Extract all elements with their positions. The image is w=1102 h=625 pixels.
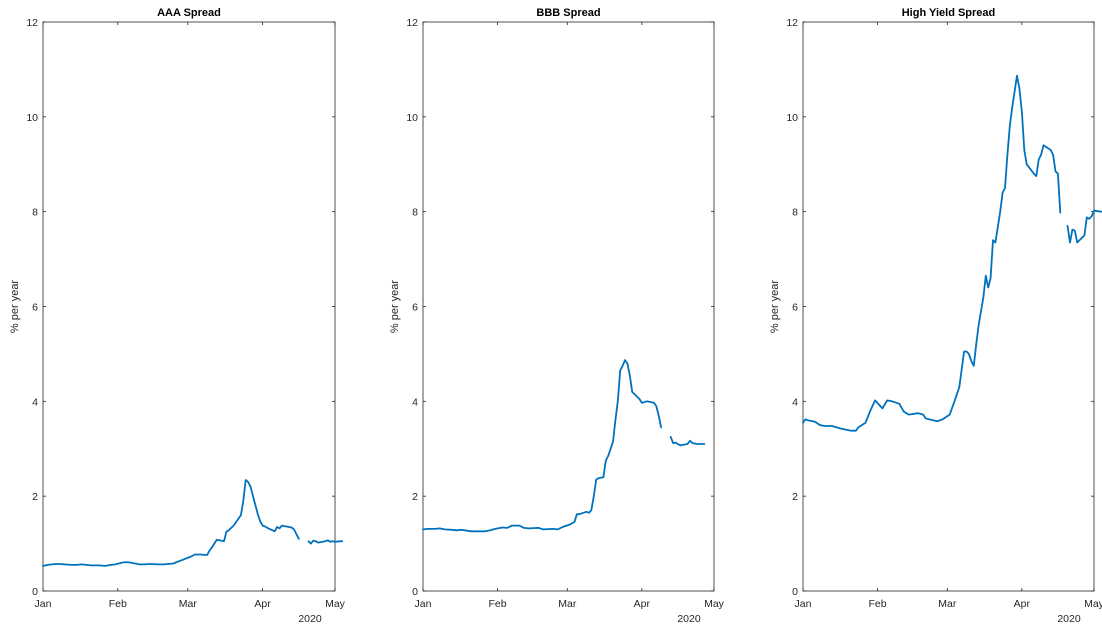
x-tick-label: Mar bbox=[938, 598, 957, 610]
y-tick-label: 4 bbox=[32, 396, 38, 408]
y-tick-label: 10 bbox=[786, 112, 798, 124]
y-axis-label: % per year bbox=[9, 280, 21, 334]
y-axis-label: % per year bbox=[389, 280, 401, 334]
y-tick-label: 4 bbox=[412, 396, 418, 408]
y-tick-label: 2 bbox=[412, 491, 418, 503]
y-tick-label: 8 bbox=[792, 207, 798, 219]
y-tick-label: 12 bbox=[26, 17, 38, 29]
x-tick-label: Apr bbox=[1014, 598, 1031, 610]
x-year-label: 2020 bbox=[298, 613, 322, 625]
series-line-segment-2 bbox=[307, 539, 344, 545]
y-tick-label: 12 bbox=[406, 17, 418, 29]
y-tick-label: 2 bbox=[32, 491, 38, 503]
x-tick-label: May bbox=[325, 598, 346, 610]
y-axis-label: % per year bbox=[769, 280, 781, 334]
y-tick-label: 12 bbox=[786, 17, 798, 29]
y-tick-label: 6 bbox=[412, 302, 418, 314]
series-line-segment-2 bbox=[1066, 209, 1102, 244]
series-line-segment-2 bbox=[669, 436, 706, 447]
y-tick-label: 8 bbox=[32, 207, 38, 219]
x-tick-label: Feb bbox=[489, 598, 507, 610]
series-line-segment-1 bbox=[802, 74, 1062, 432]
chart-title: High Yield Spread bbox=[902, 7, 996, 19]
chart-title: BBB Spread bbox=[536, 7, 600, 19]
x-tick-label: Jan bbox=[795, 598, 812, 610]
y-tick-label: 4 bbox=[792, 396, 798, 408]
y-tick-label: 0 bbox=[792, 586, 798, 598]
x-tick-label: Apr bbox=[254, 598, 271, 610]
chart-panel-3: High Yield Spread 0 2 4 6 8 10 12 Jan Feb Mar Apr Ma… bbox=[769, 7, 1102, 625]
x-tick-label: Feb bbox=[109, 598, 127, 610]
x-tick-label: May bbox=[704, 598, 725, 610]
chart-title: AAA Spread bbox=[157, 7, 221, 19]
x-tick-label: Apr bbox=[634, 598, 651, 610]
y-tick-label: 6 bbox=[32, 302, 38, 314]
y-tick-label: 0 bbox=[412, 586, 418, 598]
x-tick-label: Jan bbox=[415, 598, 432, 610]
x-year-label: 2020 bbox=[1057, 613, 1081, 625]
x-tick-label: Mar bbox=[179, 598, 198, 610]
y-tick-label: 8 bbox=[412, 207, 418, 219]
series-line-segment-1 bbox=[422, 359, 662, 533]
x-tick-label: Mar bbox=[558, 598, 577, 610]
y-tick-label: 10 bbox=[406, 112, 418, 124]
x-tick-label: Feb bbox=[869, 598, 887, 610]
series-line-segment-1 bbox=[42, 479, 300, 567]
y-tick-label: 10 bbox=[26, 112, 38, 124]
y-tick-label: 2 bbox=[792, 491, 798, 503]
y-tick-label: 0 bbox=[32, 586, 38, 598]
x-tick-label: May bbox=[1084, 598, 1102, 610]
x-tick-label: Jan bbox=[35, 598, 52, 610]
y-tick-label: 6 bbox=[792, 302, 798, 314]
x-year-label: 2020 bbox=[677, 613, 701, 625]
